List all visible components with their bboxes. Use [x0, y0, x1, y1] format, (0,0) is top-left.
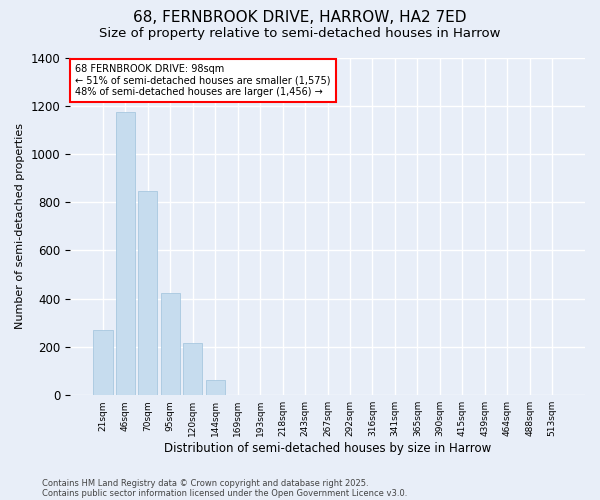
Bar — [161, 292, 180, 395]
Bar — [206, 380, 225, 395]
Text: Size of property relative to semi-detached houses in Harrow: Size of property relative to semi-detach… — [99, 28, 501, 40]
X-axis label: Distribution of semi-detached houses by size in Harrow: Distribution of semi-detached houses by … — [164, 442, 491, 455]
Y-axis label: Number of semi-detached properties: Number of semi-detached properties — [15, 124, 25, 330]
Bar — [94, 330, 113, 395]
Text: 68, FERNBROOK DRIVE, HARROW, HA2 7ED: 68, FERNBROOK DRIVE, HARROW, HA2 7ED — [133, 10, 467, 25]
Text: Contains public sector information licensed under the Open Government Licence v3: Contains public sector information licen… — [42, 488, 407, 498]
Text: Contains HM Land Registry data © Crown copyright and database right 2025.: Contains HM Land Registry data © Crown c… — [42, 478, 368, 488]
Text: 68 FERNBROOK DRIVE: 98sqm
← 51% of semi-detached houses are smaller (1,575)
48% : 68 FERNBROOK DRIVE: 98sqm ← 51% of semi-… — [75, 64, 331, 98]
Bar — [116, 112, 135, 395]
Bar — [183, 344, 202, 395]
Bar — [139, 192, 157, 395]
